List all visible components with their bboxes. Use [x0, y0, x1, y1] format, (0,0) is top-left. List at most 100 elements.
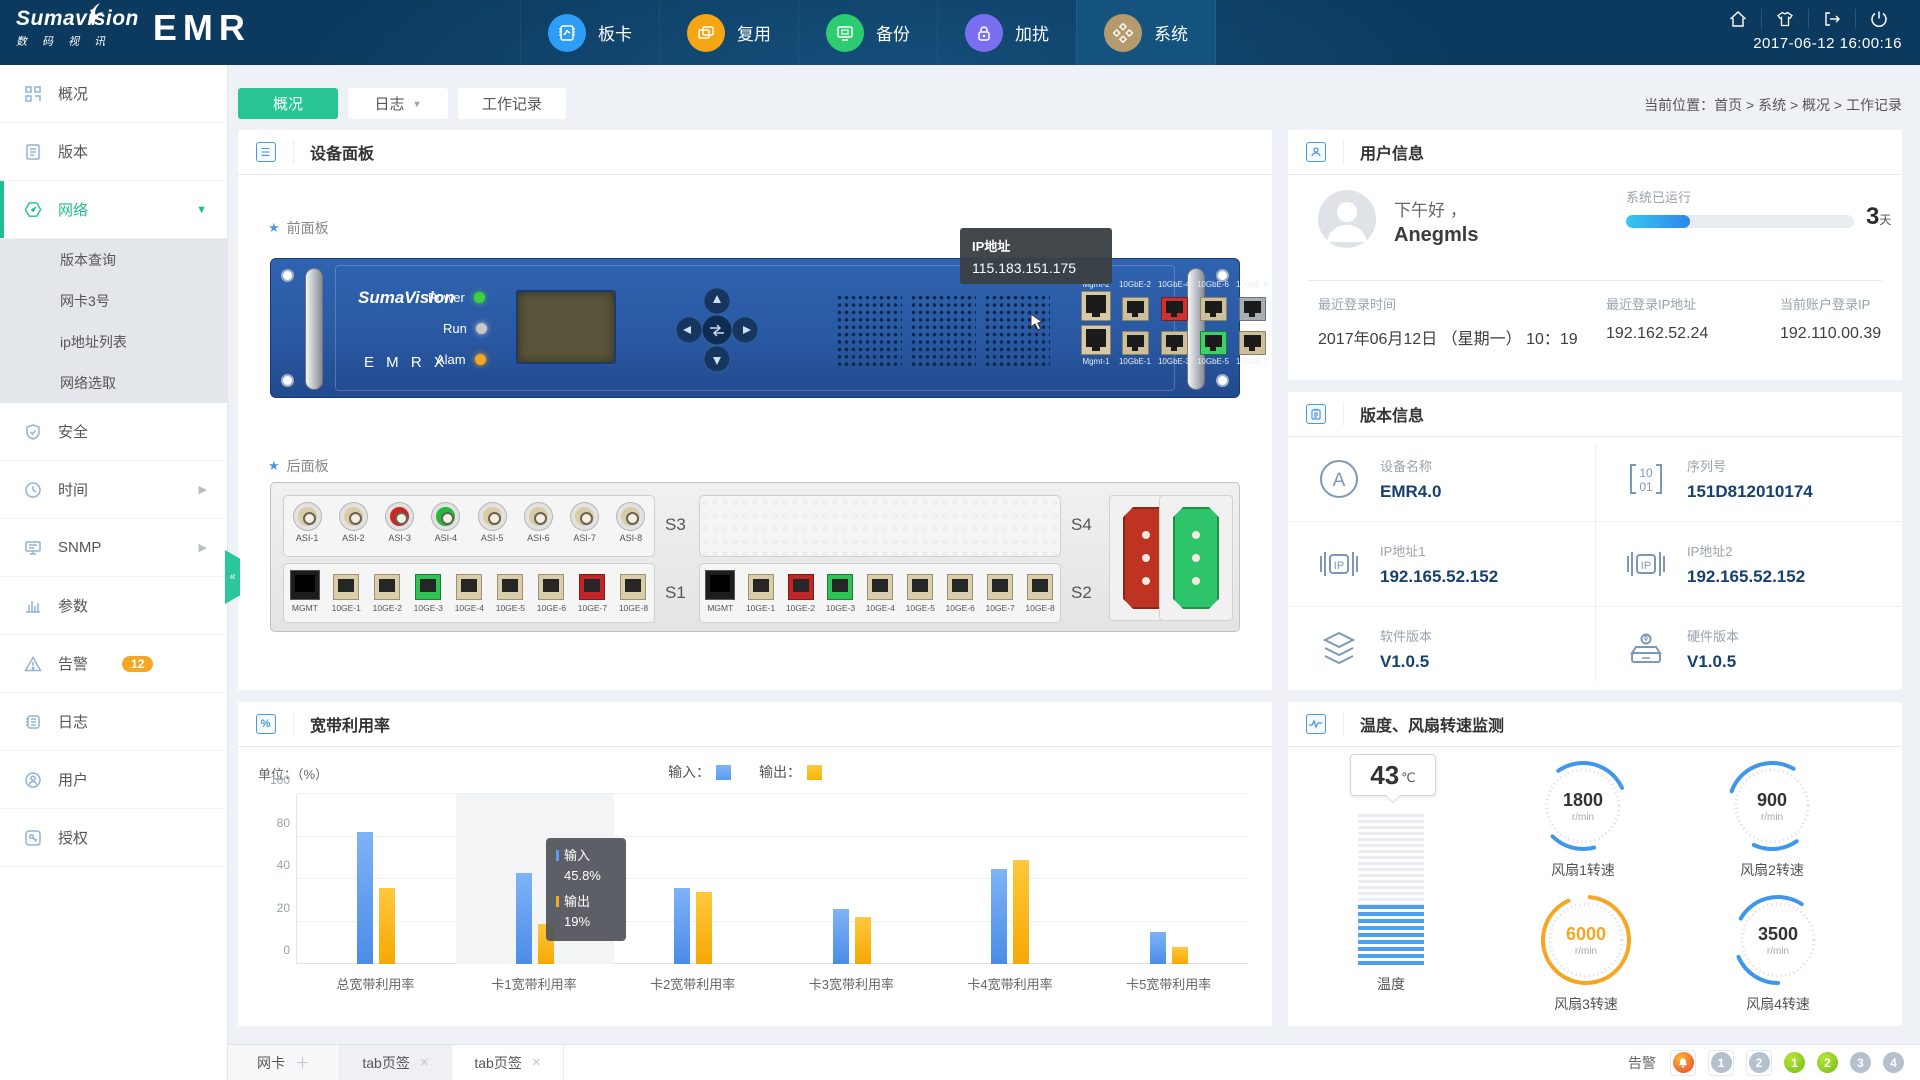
legend-output[interactable]: 输出：: [759, 762, 822, 782]
rear-port-10GE-2[interactable]: 10GE-2: [786, 574, 815, 613]
badge-box[interactable]: [1670, 1049, 1696, 1076]
sidebar-subitem-version-query[interactable]: 版本查询: [60, 251, 116, 268]
asi-connector-ASI-3[interactable]: ASI-3: [381, 503, 419, 543]
asi-connector-ASI-7[interactable]: ASI-7: [566, 503, 604, 543]
legend-input[interactable]: 输入：: [668, 762, 731, 782]
front-port-Mgmt-1[interactable]: [1081, 325, 1111, 355]
close-icon[interactable]: ×: [531, 1054, 541, 1071]
bar-输入-卡5宽带利用率[interactable]: [1149, 932, 1166, 964]
nav-item-scramble[interactable]: 加扰: [937, 0, 1076, 65]
front-port-Mgmt-2[interactable]: [1081, 291, 1111, 321]
bar-输入-卡3宽带利用率[interactable]: [832, 908, 849, 964]
front-port-10GbE-7[interactable]: [1238, 331, 1266, 355]
main-content: 概况 日志 ▼ 工作记录 当前位置：首页 > 系统 > 概况 > 工作记录 ☰ …: [228, 65, 1920, 1044]
front-port-10GbE-2[interactable]: [1121, 297, 1149, 321]
badge-box[interactable]: 1: [1708, 1049, 1734, 1076]
asi-connector-ASI-8[interactable]: ASI-8: [612, 503, 650, 543]
sidebar-item-parameters[interactable]: 参数: [0, 577, 227, 635]
rear-port-10GE-1[interactable]: 10GE-1: [332, 574, 361, 613]
sidebar-item-snmp[interactable]: SNMP ▶: [0, 519, 227, 577]
bar-输出-总宽带利用率[interactable]: [379, 887, 396, 964]
sidebar-item-time[interactable]: 时间 ▶: [0, 461, 227, 519]
rear-port-10GE-4[interactable]: 10GE-4: [866, 574, 895, 613]
sidebar-subitem-ip-list[interactable]: ip地址列表: [60, 333, 127, 350]
sidebar-subitem-nic3[interactable]: 网卡3号: [60, 292, 110, 309]
rear-port-MGMT[interactable]: MGMT: [289, 570, 320, 613]
sidebar-item-logs[interactable]: 日志: [0, 693, 227, 751]
front-port-10GbE-6[interactable]: [1199, 297, 1227, 321]
rear-port-10GE-8[interactable]: 10GE-8: [619, 574, 648, 613]
power-icon[interactable]: [1855, 9, 1902, 29]
footer-tab-1[interactable]: tab页签 ×: [340, 1045, 452, 1080]
nav-item-boards[interactable]: 板卡: [520, 0, 659, 65]
alarm-status-icon[interactable]: [1672, 1052, 1694, 1073]
asi-connector-ASI-5[interactable]: ASI-5: [473, 503, 511, 543]
status-badge-4[interactable]: 4: [1883, 1052, 1904, 1073]
front-port-10GbE-4[interactable]: [1160, 297, 1188, 321]
rear-port-10GE-5[interactable]: 10GE-5: [906, 574, 935, 613]
tab-overview[interactable]: 概况: [238, 88, 338, 119]
front-port-10GbE-5[interactable]: [1199, 331, 1227, 355]
bar-输出-卡5宽带利用率[interactable]: [1171, 947, 1188, 964]
rear-port-10GE-6[interactable]: 10GE-6: [946, 574, 975, 613]
tab-work-record[interactable]: 工作记录: [458, 88, 567, 119]
bar-输入-卡4宽带利用率[interactable]: [991, 869, 1008, 964]
dpad-control[interactable]: [674, 284, 760, 381]
sidebar-item-alarm[interactable]: 告警 12: [0, 635, 227, 693]
sidebar-item-overview[interactable]: 概况: [0, 65, 227, 123]
front-port-10GbE-1[interactable]: [1121, 331, 1149, 355]
rear-port-10GE-3[interactable]: 10GE-3: [414, 574, 443, 613]
bar-输出-卡4宽带利用率[interactable]: [1013, 859, 1030, 964]
asi-connector-ASI-1[interactable]: ASI-1: [288, 503, 326, 543]
status-badge-2[interactable]: 2: [1817, 1052, 1838, 1073]
close-icon[interactable]: ×: [419, 1054, 429, 1071]
logout-icon[interactable]: [1808, 9, 1855, 29]
bar-输入-卡1宽带利用率[interactable]: [515, 872, 532, 964]
category-label: 总宽带利用率: [336, 977, 415, 992]
sidebar-item-security[interactable]: 安全: [0, 403, 227, 461]
rear-port-10GE-7[interactable]: 10GE-7: [985, 574, 1015, 613]
footer-tab-2[interactable]: tab页签 ×: [452, 1045, 564, 1080]
rear-port-10GE-7[interactable]: 10GE-7: [578, 574, 607, 613]
sidebar-item-network[interactable]: 网络 ▼: [0, 181, 227, 239]
rear-port-10GE-6[interactable]: 10GE-6: [537, 574, 566, 613]
badge-box[interactable]: 2: [1746, 1049, 1772, 1076]
bar-输出-卡2宽带利用率[interactable]: [696, 891, 713, 964]
rear-port-10GE-2[interactable]: 10GE-2: [373, 574, 402, 613]
bar-输入-卡2宽带利用率[interactable]: [674, 887, 691, 964]
rear-port-10GE-5[interactable]: 10GE-5: [496, 574, 525, 613]
theme-skin-icon[interactable]: [1761, 9, 1808, 29]
asi-connector-ASI-6[interactable]: ASI-6: [519, 503, 557, 543]
greeting: 下午好 ，: [1394, 201, 1467, 220]
nav-item-backup[interactable]: 备份: [798, 0, 937, 65]
status-badge-2[interactable]: 2: [1748, 1052, 1770, 1073]
rear-port-10GE-8[interactable]: 10GE-8: [1025, 574, 1055, 613]
status-badge-1[interactable]: 1: [1710, 1052, 1732, 1073]
front-port-10GbE-8[interactable]: [1238, 297, 1266, 321]
bar-chart-plot: 0 20 40 80 100: [270, 773, 1248, 964]
bar-输出-卡3宽带利用率[interactable]: [854, 917, 871, 964]
sidebar-item-license[interactable]: 授权: [0, 809, 227, 867]
rear-port-10GE-3[interactable]: 10GE-3: [826, 574, 855, 613]
tab-logs[interactable]: 日志 ▼: [348, 88, 448, 119]
status-badge-3[interactable]: 3: [1850, 1052, 1871, 1073]
sidebar-item-users[interactable]: 用户: [0, 751, 227, 809]
asi-connector-ASI-4[interactable]: ASI-4: [427, 503, 465, 543]
front-port-10GbE-3[interactable]: [1160, 331, 1188, 355]
asi-connector-ASI-2[interactable]: ASI-2: [334, 503, 372, 543]
footer-tab-nic[interactable]: 网卡 ＋: [228, 1045, 340, 1080]
rear-port-10GE-1[interactable]: 10GE-1: [746, 574, 775, 613]
sidebar-collapse-handle[interactable]: «: [225, 550, 240, 604]
nav-item-system[interactable]: 系统: [1076, 0, 1216, 65]
nav-item-mux[interactable]: 复用: [659, 0, 798, 65]
sidebar-subitem-network-select[interactable]: 网络选取: [60, 374, 116, 391]
home-icon[interactable]: [1715, 9, 1761, 29]
device-panel-icon: ☰: [255, 142, 276, 162]
plus-icon[interactable]: ＋: [294, 1055, 310, 1072]
sidebar-item-version[interactable]: 版本: [0, 123, 227, 181]
rear-port-10GE-4[interactable]: 10GE-4: [455, 574, 484, 613]
rear-port-MGMT[interactable]: MGMT: [705, 570, 736, 613]
bar-输入-总宽带利用率[interactable]: [357, 832, 374, 964]
status-badge-1[interactable]: 1: [1784, 1052, 1805, 1073]
